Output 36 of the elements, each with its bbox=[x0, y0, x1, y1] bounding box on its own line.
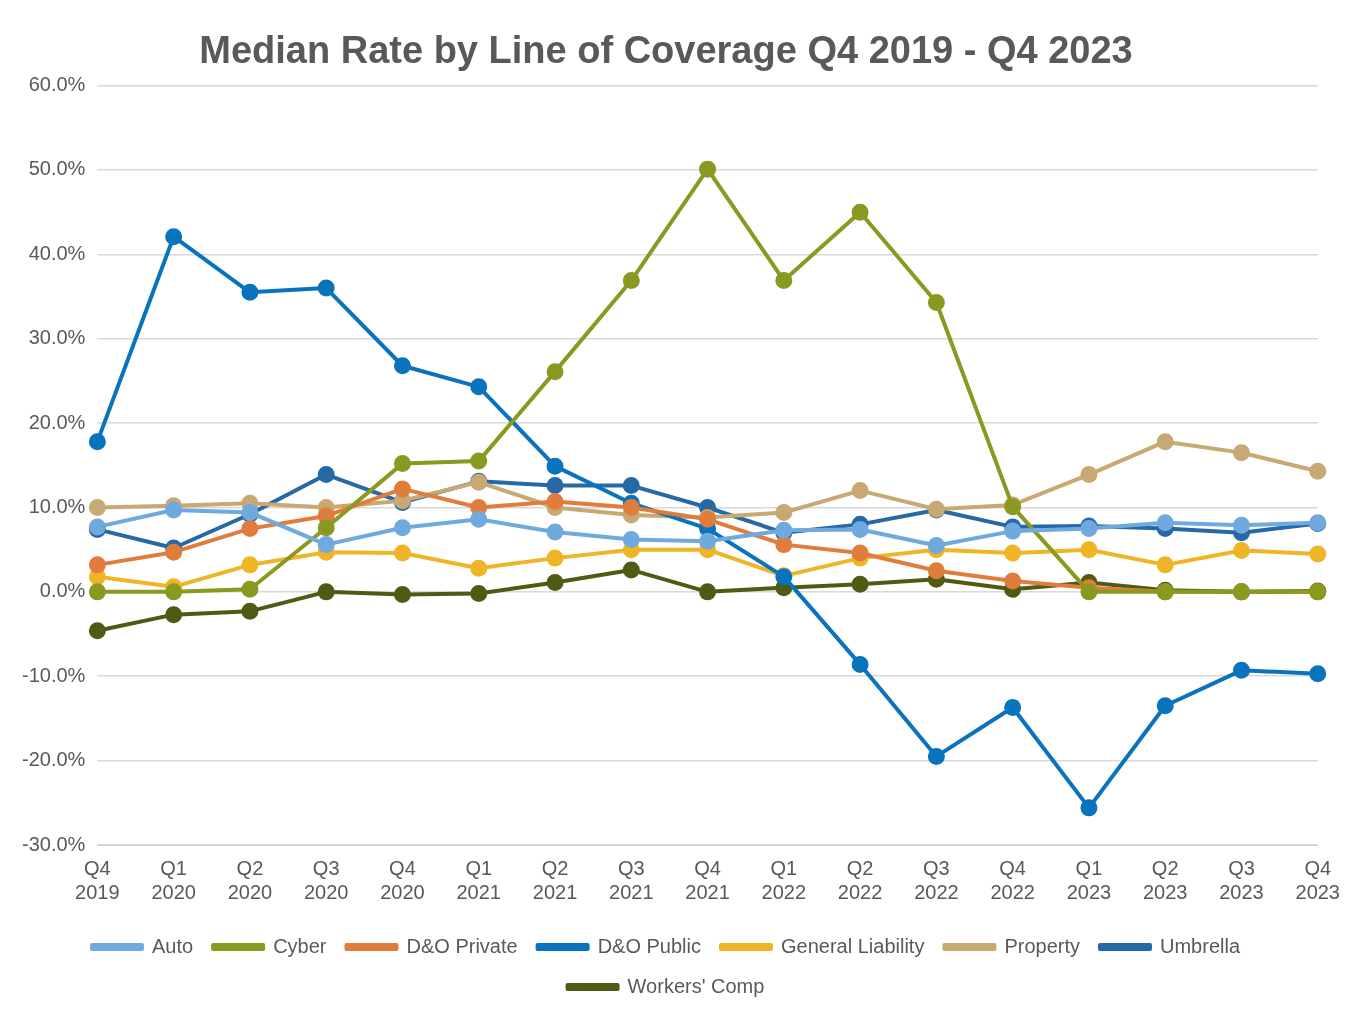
x-tick-label: Q3 2021 bbox=[609, 856, 654, 903]
x-tick-label: Q4 2020 bbox=[380, 856, 425, 903]
legend-label: D&O Public bbox=[597, 934, 701, 957]
x-tick-label: Q2 2021 bbox=[532, 856, 578, 903]
y-tick-label: -10.0% bbox=[21, 663, 86, 686]
y-tick-label: 50.0% bbox=[28, 157, 86, 180]
x-tick-label: Q4 2021 bbox=[685, 856, 730, 903]
y-tick-label: 40.0% bbox=[28, 241, 86, 264]
legend-label: D&O Private bbox=[406, 934, 518, 957]
y-tick-label: -20.0% bbox=[21, 748, 86, 771]
x-tick-label: Q2 2023 bbox=[1142, 856, 1188, 903]
x-tick-label: Q1 2020 bbox=[151, 856, 196, 903]
y-tick-label: -30.0% bbox=[21, 832, 86, 855]
x-tick-label: Q4 2019 bbox=[75, 856, 120, 903]
legend-label: Workers' Comp bbox=[627, 974, 765, 997]
x-tick-label: Q3 2022 bbox=[914, 856, 959, 903]
chart-title: Median Rate by Line of Coverage Q4 2019 - Q4 2023 bbox=[199, 29, 1133, 72]
y-tick-label: 0.0% bbox=[39, 579, 86, 602]
legend-label: Auto bbox=[151, 934, 194, 957]
y-tick-label: 30.0% bbox=[28, 326, 86, 349]
y-tick-label: 20.0% bbox=[28, 410, 86, 433]
x-tick-label: Q4 2022 bbox=[990, 856, 1035, 903]
x-tick-label: Q3 2020 bbox=[303, 856, 349, 903]
x-tick-label: Q1 2023 bbox=[1066, 856, 1112, 903]
legend-label: Property bbox=[1004, 934, 1080, 957]
legend-label: Umbrella bbox=[1159, 934, 1241, 957]
legend-label: General Liability bbox=[781, 934, 925, 957]
y-tick-label: 10.0% bbox=[28, 495, 86, 517]
y-tick-label: 60.0% bbox=[28, 73, 86, 96]
x-tick-label: Q4 2023 bbox=[1295, 856, 1340, 903]
x-tick-label: Q1 2022 bbox=[761, 856, 807, 903]
legend-label: Cyber bbox=[273, 934, 327, 957]
x-tick-label: Q3 2023 bbox=[1219, 856, 1264, 903]
x-tick-label: Q1 2021 bbox=[456, 856, 501, 903]
x-tick-label: Q2 2020 bbox=[227, 856, 273, 903]
x-tick-label: Q2 2022 bbox=[837, 856, 883, 903]
